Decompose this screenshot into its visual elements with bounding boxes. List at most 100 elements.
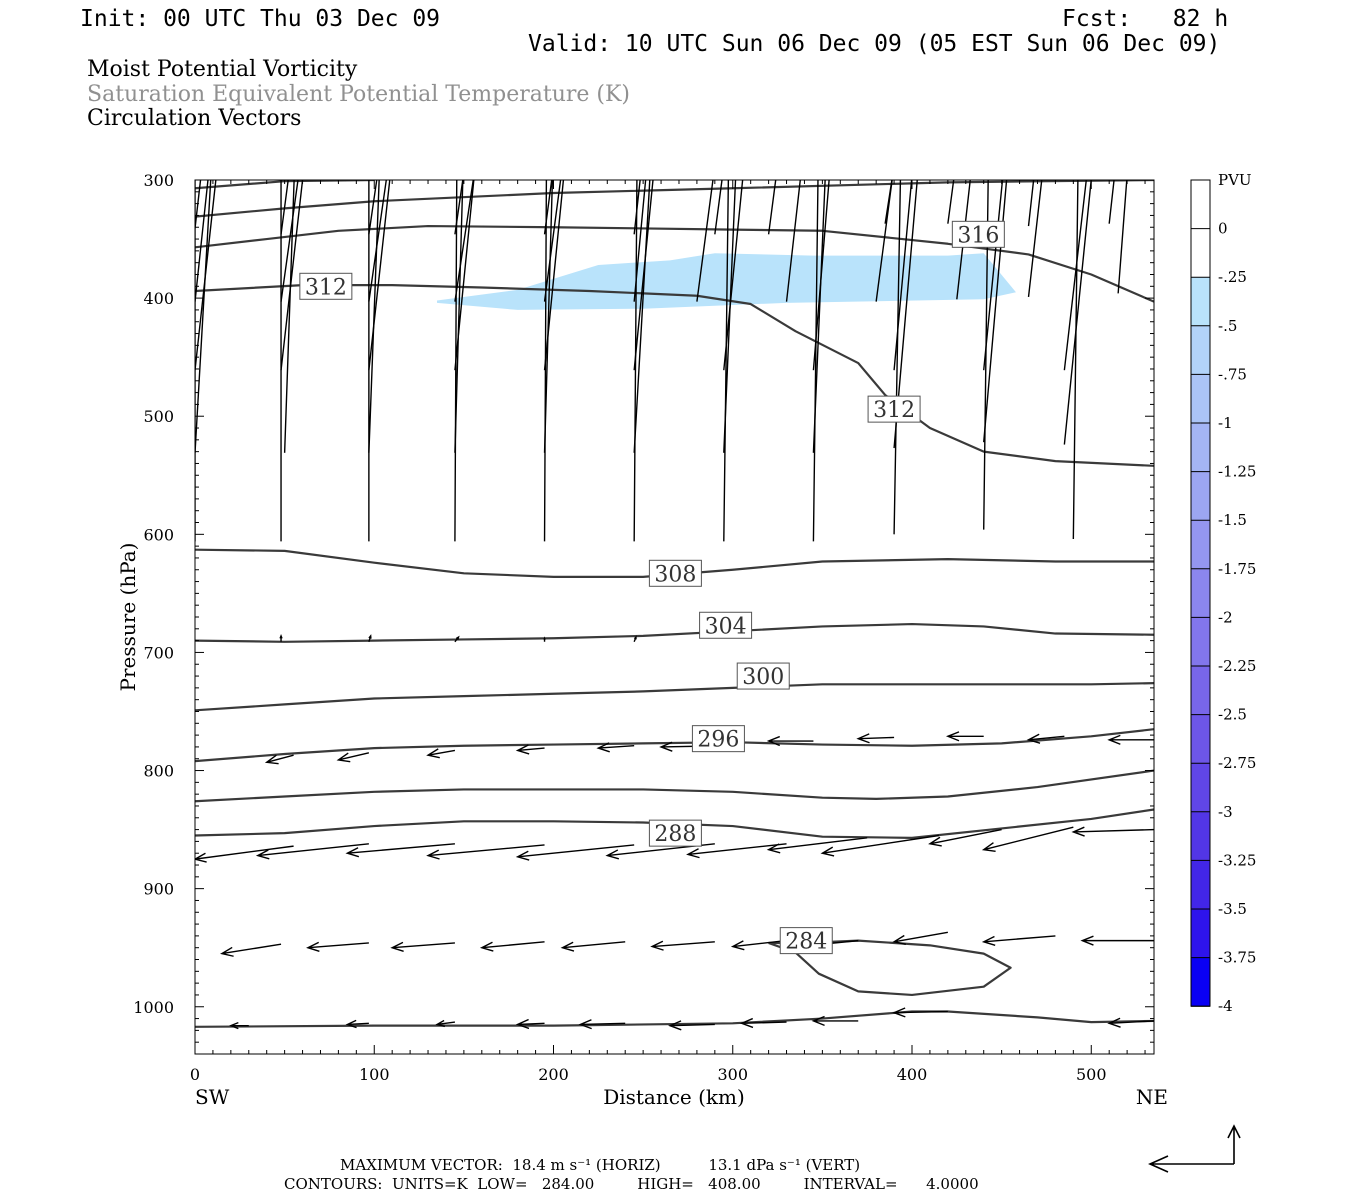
colorbar-swatch xyxy=(1191,714,1210,764)
colorbar-label: -.75 xyxy=(1218,365,1247,383)
circulation-vector xyxy=(981,935,1056,946)
colorbar-label: -1.25 xyxy=(1218,463,1256,481)
circulation-vector xyxy=(1107,734,1154,745)
x-tick-label: 300 xyxy=(717,1065,748,1084)
circulation-vector xyxy=(195,180,212,453)
colorbar-swatch xyxy=(1191,277,1210,326)
y-tick-label: 900 xyxy=(143,880,174,899)
circulation-vector xyxy=(479,941,545,952)
circulation-vector xyxy=(1026,733,1065,744)
circulation-vector xyxy=(426,844,545,860)
circulation-vector xyxy=(714,180,723,235)
circulation-vector xyxy=(515,744,545,755)
colorbar-label: -.25 xyxy=(1218,268,1247,286)
circulation-vector xyxy=(368,180,387,302)
colorbar-label: -.5 xyxy=(1218,317,1237,335)
circulation-vector xyxy=(723,180,744,371)
circulation-vector xyxy=(945,731,984,742)
contour-label-box xyxy=(648,559,702,587)
circulation-vector xyxy=(893,180,918,449)
max-vector-note: MAXIMUM VECTOR: 18.4 m s⁻¹ (HORIZ) 13.1 … xyxy=(340,1156,861,1174)
contour-line-284 xyxy=(195,1010,1154,1028)
colorbar-swatch xyxy=(1191,811,1210,861)
circulation-vector xyxy=(739,1017,787,1029)
contour-label-box xyxy=(699,611,753,639)
contour-line-304 xyxy=(195,622,1154,643)
contour-label: 312 xyxy=(873,398,915,423)
contour-line-316 xyxy=(195,180,1154,218)
circulation-vector xyxy=(1107,1017,1154,1028)
contour-label: 316 xyxy=(957,223,999,248)
x-tick-label: 400 xyxy=(897,1065,928,1084)
ne-end-label: NE xyxy=(1136,1085,1168,1109)
colorbar-swatch xyxy=(1191,909,1210,958)
colorbar-label: -3.5 xyxy=(1218,900,1247,918)
circulation-vector xyxy=(812,180,819,542)
colorbar-swatch xyxy=(1191,666,1210,715)
contour-label-box xyxy=(736,662,790,690)
contour-line-312 xyxy=(195,284,1154,467)
y-axis-title: Pressure (hPa) xyxy=(116,543,140,692)
circulation-vector xyxy=(228,1022,249,1030)
circulation-vector xyxy=(596,742,635,753)
circulation-vector xyxy=(195,180,202,229)
circulation-vector xyxy=(1117,180,1128,294)
contour-label: 288 xyxy=(654,822,696,847)
circulation-vector xyxy=(983,180,1008,443)
circulation-vector xyxy=(1108,180,1115,224)
colorbar-title: PVU xyxy=(1218,171,1252,189)
y-tick-label: 500 xyxy=(143,407,174,426)
circulation-vector xyxy=(633,180,638,542)
circulation-vector xyxy=(345,843,455,858)
colorbar-label: -1 xyxy=(1218,414,1233,432)
circulation-vector xyxy=(283,180,295,453)
valid-time-label: Valid: 10 UTC Sun 06 Dec 09 (05 EST Sun … xyxy=(528,31,1221,57)
circulation-vector xyxy=(454,180,464,453)
reference-vector-arrow xyxy=(1148,1124,1241,1173)
colorbar-swatch xyxy=(1191,228,1210,278)
circulation-vector xyxy=(578,1019,626,1030)
circulation-vector xyxy=(280,180,289,235)
circulation-vector xyxy=(766,735,814,747)
x-tick-label: 0 xyxy=(190,1065,200,1084)
colorbar-swatch xyxy=(1191,520,1210,569)
circulation-vector xyxy=(515,844,635,861)
colorbar-label: -3 xyxy=(1218,803,1233,821)
circulation-vector xyxy=(1027,180,1035,227)
circulation-vector xyxy=(633,635,637,643)
circulation-vector xyxy=(686,843,787,859)
circulation-vector xyxy=(668,1020,715,1031)
colorbar-label: -3.25 xyxy=(1218,851,1256,869)
colorbar-swatch xyxy=(1191,568,1210,618)
colorbar-label: 0 xyxy=(1218,220,1228,238)
circulation-vector xyxy=(884,180,893,224)
contour-line-308 xyxy=(195,548,1154,578)
circulation-vector xyxy=(195,845,294,863)
circulation-vector xyxy=(633,180,651,453)
contour-line-296 xyxy=(195,728,1154,763)
colorbar-label: -1.5 xyxy=(1218,511,1247,529)
circulation-vector xyxy=(983,180,989,530)
circulation-vector xyxy=(947,180,955,224)
circulation-vector xyxy=(368,180,391,371)
circulation-vector xyxy=(730,939,787,951)
contour-label: 284 xyxy=(785,930,827,955)
circulation-vector xyxy=(345,1019,369,1029)
colorbar-swatch xyxy=(1191,423,1210,472)
circulation-vector xyxy=(336,752,370,763)
circulation-vector xyxy=(195,180,209,302)
circulation-vector xyxy=(650,940,715,951)
circulation-vector xyxy=(633,180,641,235)
contour-line-300 xyxy=(195,682,1154,712)
y-tick-label: 1000 xyxy=(133,998,174,1017)
circulation-vector xyxy=(633,180,654,371)
circulation-vector xyxy=(767,180,777,235)
circulation-vector xyxy=(696,180,714,302)
title-theta-es: Saturation Equivalent Potential Temperat… xyxy=(87,82,630,107)
x-tick-label: 100 xyxy=(359,1065,390,1084)
colorbar-swatch xyxy=(1191,617,1210,666)
colorbar-swatch xyxy=(1191,860,1210,909)
circulation-vector xyxy=(856,733,895,744)
circulation-vector xyxy=(983,180,1004,371)
